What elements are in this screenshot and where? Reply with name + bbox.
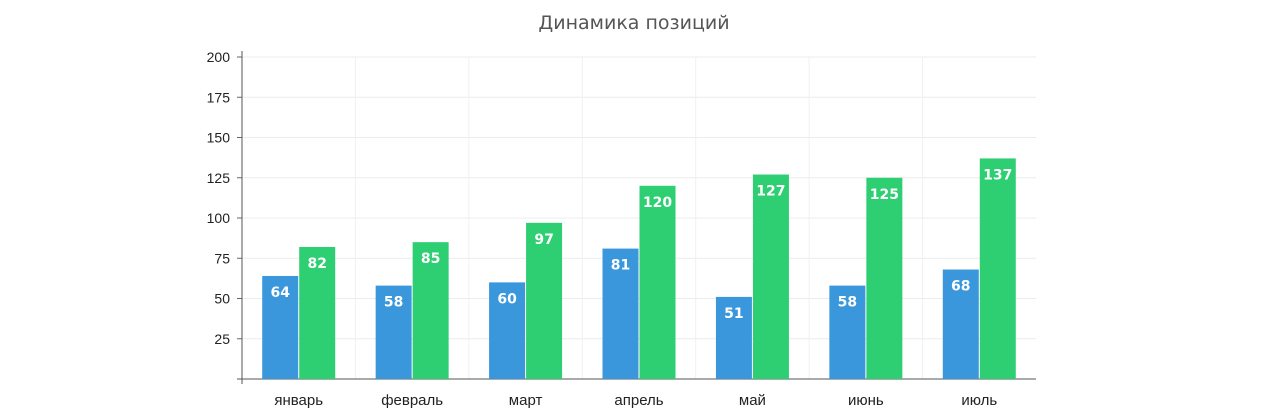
data-label: 81	[611, 258, 630, 274]
data-label: 51	[724, 306, 743, 322]
data-label: 58	[384, 295, 403, 311]
x-tick-label: март	[509, 392, 543, 409]
x-tick-label: июль	[961, 392, 997, 409]
y-tick-label: 175	[207, 89, 231, 105]
bar	[526, 222, 563, 379]
data-label: 85	[421, 251, 440, 267]
data-label: 127	[756, 184, 785, 200]
bar	[262, 275, 299, 379]
y-tick-label: 50	[214, 291, 230, 307]
bar	[639, 185, 676, 379]
x-tick-label: февраль	[381, 392, 443, 409]
data-label: 64	[270, 285, 290, 301]
data-label: 125	[870, 187, 899, 203]
y-tick-label: 25	[214, 331, 230, 347]
x-tick-label: январь	[274, 392, 323, 409]
bar	[979, 158, 1016, 379]
data-label: 97	[534, 232, 553, 248]
chart-title: Динамика позиций	[538, 12, 730, 34]
data-label: 58	[838, 295, 857, 311]
y-tick-label: 75	[214, 250, 230, 266]
data-label: 137	[983, 167, 1012, 183]
bar	[602, 248, 639, 379]
y-tick-label: 150	[207, 130, 231, 146]
bar	[375, 285, 412, 379]
bar	[866, 177, 903, 379]
x-tick-label: июнь	[848, 392, 884, 409]
bar	[942, 269, 979, 379]
x-tick-label: апрель	[614, 392, 663, 409]
data-label: 60	[497, 291, 517, 307]
data-label: 120	[643, 195, 672, 211]
bar	[752, 174, 789, 379]
bar	[412, 242, 449, 379]
y-tick-label: 100	[207, 210, 231, 226]
bar	[489, 282, 526, 379]
data-label: 82	[307, 256, 326, 272]
bar	[829, 285, 866, 379]
data-label: 68	[951, 279, 970, 295]
x-tick-label: май	[739, 392, 766, 409]
y-tick-label: 200	[207, 49, 231, 65]
bar	[299, 246, 336, 379]
y-tick-label: 125	[207, 170, 231, 186]
bar	[715, 296, 752, 379]
